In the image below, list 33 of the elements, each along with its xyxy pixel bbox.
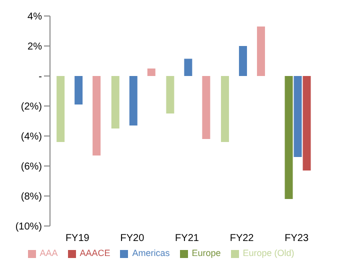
bar [302,76,311,170]
y-tick-label: (2%) [20,102,42,113]
y-tick-label: (4%) [20,132,42,143]
bar [284,76,293,199]
legend-label: AAACE [80,248,110,258]
bar [238,46,247,76]
legend-label: Europe [192,248,221,258]
bar [129,76,138,126]
bar [184,58,192,76]
y-tick-label: (10%) [15,222,42,233]
bar [147,68,156,76]
x-tick-label: FY21 [175,233,200,244]
y-tick-label: 4% [28,12,42,23]
bar [220,76,229,142]
bar [256,26,265,76]
bar [56,76,65,142]
bar [294,76,302,157]
y-tick-label: 2% [28,42,42,53]
bar [111,76,120,128]
x-tick-label: FY23 [284,233,309,244]
bar [74,76,83,104]
bar [202,76,210,139]
x-tick-label: FY20 [120,233,145,244]
x-tick-label: FY19 [65,233,90,244]
legend-label: AAA [40,248,58,258]
legend-label: Europe (Old) [242,248,294,258]
y-tick-label: (8%) [20,192,42,203]
y-tick-label: - [38,72,42,83]
y-tick-label: (6%) [20,162,42,173]
bar [166,76,174,114]
x-tick-label: FY22 [230,233,254,244]
bar [92,76,101,156]
legend-label: Americas [132,248,170,258]
